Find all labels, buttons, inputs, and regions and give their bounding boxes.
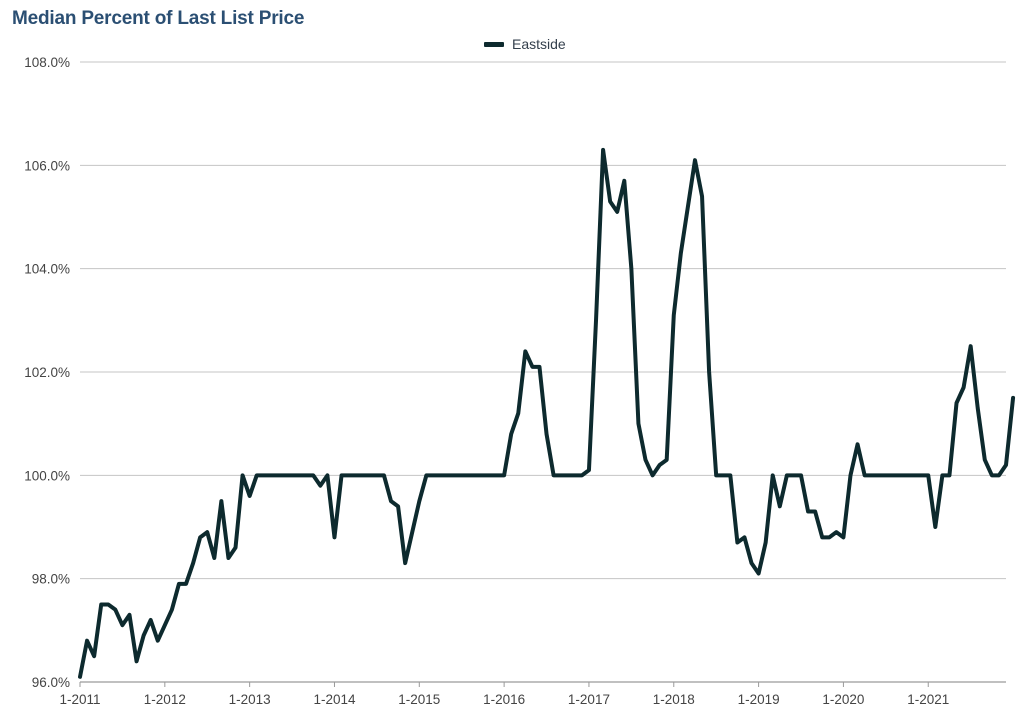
x-tick-label: 1-2011 — [59, 692, 100, 707]
y-tick-label: 102.0% — [24, 365, 70, 380]
x-tick-label: 1-2014 — [313, 692, 356, 707]
legend-swatch-eastside — [484, 41, 504, 47]
x-tick-label: 1-2019 — [738, 692, 780, 707]
y-tick-label: 100.0% — [24, 468, 70, 483]
x-axis-ticks: 1-2011 1-2012 1-2013 1-2014 1-2015 1-2016 1-20… — [59, 682, 949, 707]
y-tick-label: 96.0% — [32, 675, 70, 690]
x-tick-label: 1-2016 — [483, 692, 525, 707]
y-tick-label: 104.0% — [24, 262, 70, 277]
legend-label-eastside: Eastside — [512, 36, 566, 52]
x-tick-label: 1-2018 — [653, 692, 695, 707]
chart-title: Median Percent of Last List Price — [12, 8, 305, 29]
x-tick-label: 1-2020 — [822, 692, 864, 707]
y-tick-label: 108.0% — [24, 55, 70, 70]
y-axis-ticks: 96.0% 98.0% 100.0% 102.0% 104.0% 106.0% 108.0% — [24, 55, 70, 690]
series-layer — [78, 147, 1016, 679]
y-tick-label: 106.0% — [24, 158, 70, 173]
y-tick-label: 98.0% — [32, 572, 70, 587]
gridlines — [80, 61, 1006, 683]
x-tick-label: 1-2012 — [144, 692, 186, 707]
x-tick-label: 1-2017 — [568, 692, 610, 707]
legend: Eastside — [484, 36, 566, 52]
x-tick-label: 1-2015 — [398, 692, 440, 707]
x-tick-label: 1-2021 — [907, 692, 949, 707]
series-line-eastside — [78, 147, 1016, 679]
x-tick-label: 1-2013 — [229, 692, 271, 707]
